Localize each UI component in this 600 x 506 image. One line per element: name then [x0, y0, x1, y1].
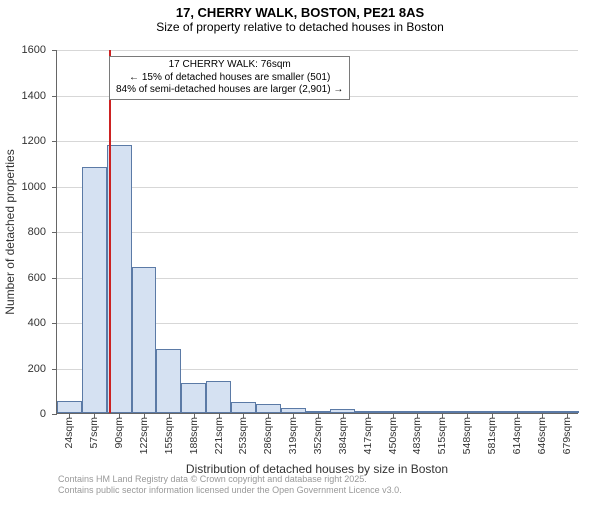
x-tick-label: 646sqm [536, 417, 548, 454]
x-tick-label: 122sqm [138, 417, 150, 454]
x-tick-label: 581sqm [486, 417, 498, 454]
x-tick-label: 155sqm [163, 417, 175, 454]
y-tick-label: 200 [6, 363, 46, 375]
chart-subtitle: Size of property relative to detached ho… [0, 21, 600, 34]
credits-line-2: Contains public sector information licen… [58, 485, 402, 496]
x-tick-label: 384sqm [337, 417, 349, 454]
x-tick-label: 548sqm [461, 417, 473, 454]
x-tick-label: 417sqm [362, 417, 374, 454]
y-tick-label: 600 [6, 272, 46, 284]
y-tick-label: 1400 [6, 90, 46, 102]
y-tick-mark [52, 96, 57, 97]
y-tick-label: 0 [6, 408, 46, 420]
gridline [57, 141, 578, 142]
chart-title: 17, CHERRY WALK, BOSTON, PE21 8AS [0, 6, 600, 20]
x-tick-label: 319sqm [287, 417, 299, 454]
x-tick-label: 614sqm [511, 417, 523, 454]
annotation-box: 17 CHERRY WALK: 76sqm ← 15% of detached … [109, 56, 350, 100]
y-tick-mark [52, 232, 57, 233]
y-tick-mark [52, 414, 57, 415]
histogram-bar [231, 402, 256, 413]
x-tick-label: 450sqm [387, 417, 399, 454]
annotation-line-2: ← 15% of detached houses are smaller (50… [116, 72, 343, 85]
credits: Contains HM Land Registry data © Crown c… [58, 474, 402, 496]
x-tick-label: 515sqm [436, 417, 448, 454]
chart-container: 17, CHERRY WALK, BOSTON, PE21 8AS Size o… [0, 6, 600, 506]
x-tick-label: 221sqm [213, 417, 225, 454]
plot-wrap: Number of detached properties 17 CHERRY … [56, 50, 578, 414]
gridline [57, 187, 578, 188]
credits-line-1: Contains HM Land Registry data © Crown c… [58, 474, 402, 485]
y-tick-mark [52, 50, 57, 51]
x-tick-label: 483sqm [411, 417, 423, 454]
y-tick-mark [52, 187, 57, 188]
x-tick-label: 188sqm [188, 417, 200, 454]
reference-marker-line [109, 50, 111, 413]
y-tick-label: 1000 [6, 181, 46, 193]
y-tick-label: 800 [6, 226, 46, 238]
plot-area: 17 CHERRY WALK: 76sqm ← 15% of detached … [56, 50, 578, 414]
histogram-bar [206, 381, 231, 413]
x-tick-label: 90sqm [113, 417, 125, 449]
y-tick-label: 1200 [6, 135, 46, 147]
y-tick-mark [52, 323, 57, 324]
x-tick-label: 679sqm [561, 417, 573, 454]
y-tick-label: 1600 [6, 44, 46, 56]
histogram-bar [82, 167, 107, 413]
annotation-line-3: 84% of semi-detached houses are larger (… [116, 84, 343, 97]
gridline [57, 232, 578, 233]
x-tick-label: 286sqm [262, 417, 274, 454]
histogram-bar [57, 401, 82, 414]
histogram-bar [181, 383, 206, 413]
x-tick-label: 24sqm [63, 417, 75, 449]
y-tick-mark [52, 369, 57, 370]
annotation-line-1: 17 CHERRY WALK: 76sqm [116, 59, 343, 72]
gridline [57, 50, 578, 51]
histogram-bar [132, 267, 157, 413]
histogram-bar [256, 404, 281, 413]
histogram-bar [156, 349, 181, 413]
y-tick-mark [52, 141, 57, 142]
y-tick-mark [52, 278, 57, 279]
x-tick-label: 57sqm [88, 417, 100, 449]
y-tick-label: 400 [6, 317, 46, 329]
x-tick-label: 352sqm [312, 417, 324, 454]
x-tick-label: 253sqm [237, 417, 249, 454]
